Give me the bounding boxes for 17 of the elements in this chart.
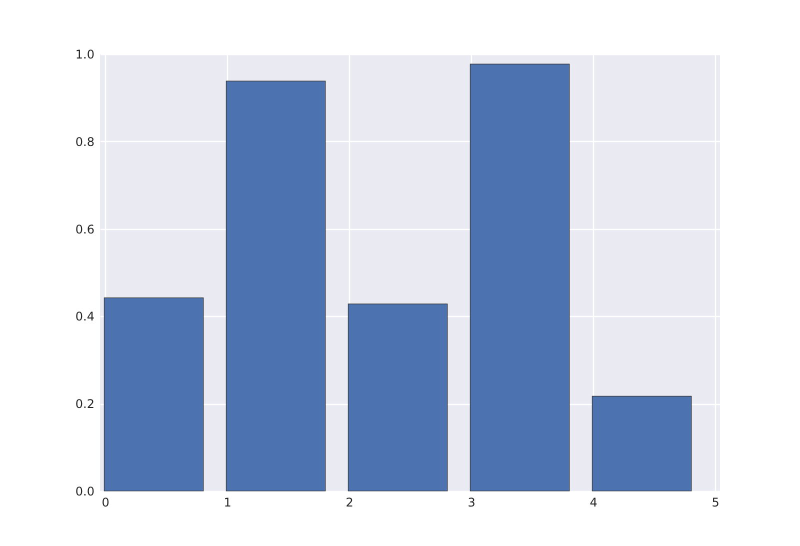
bar: [104, 298, 204, 492]
y-tick-label: 0.6: [75, 222, 94, 236]
x-tick-label: 1: [224, 496, 232, 510]
y-tick-label: 0.0: [75, 484, 94, 498]
bar: [592, 396, 692, 492]
bar: [348, 304, 448, 492]
y-tick-label: 1.0: [75, 48, 94, 62]
bar: [470, 64, 570, 492]
x-tick-label: 5: [712, 496, 720, 510]
x-tick-label: 4: [590, 496, 598, 510]
y-tick-label: 0.2: [75, 397, 94, 412]
y-tick-label: 0.8: [75, 134, 94, 149]
bar: [226, 80, 326, 492]
x-tick-label: 0: [102, 496, 110, 510]
x-tick-label: 2: [346, 496, 354, 510]
x-tick-label: 3: [468, 496, 476, 510]
y-tick-label: 0.4: [75, 310, 94, 324]
